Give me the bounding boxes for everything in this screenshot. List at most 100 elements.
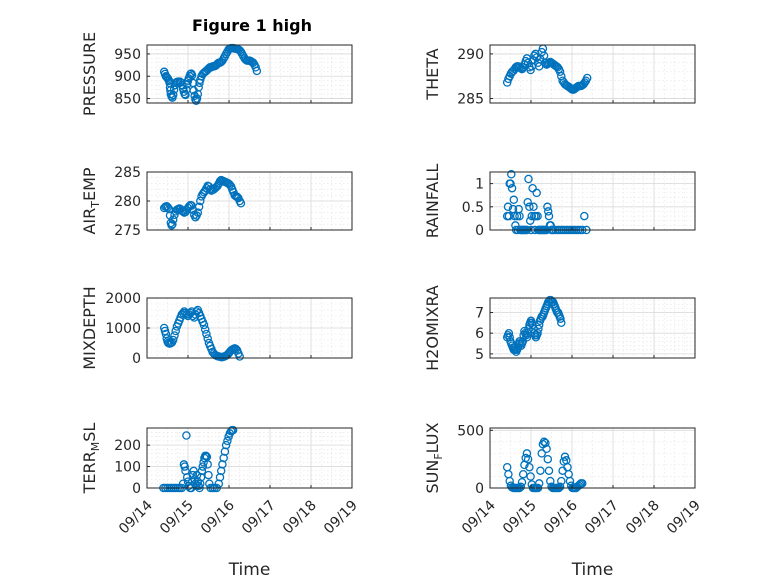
data-point <box>182 431 191 440</box>
data-point <box>522 54 532 63</box>
y-tick-label: 0 <box>132 351 141 367</box>
panel-mixdepth: 0 1000 2000 MIXDEPTH <box>80 286 353 370</box>
data-point <box>544 466 554 475</box>
data-point <box>203 460 212 469</box>
data-point <box>505 333 514 342</box>
y-tick-label: 500 <box>457 423 484 439</box>
data-point <box>555 67 565 77</box>
y-tick-label: 200 <box>114 438 141 454</box>
data-point <box>507 183 517 193</box>
data-point <box>248 58 258 68</box>
data-point <box>526 472 535 481</box>
data-point <box>171 326 180 336</box>
y-tick-label: 285 <box>457 92 484 108</box>
data-point <box>168 219 177 229</box>
x-axis-label: Time <box>228 560 271 580</box>
y-tick-label: 6 <box>475 326 484 342</box>
panel-rainfall: 0 0.5 1 RAINFALL <box>423 164 696 239</box>
data-point <box>201 451 211 461</box>
data-point <box>544 211 554 221</box>
data-point <box>192 94 202 103</box>
y-tick-label: 1 <box>475 177 484 193</box>
x-axis-7: 09/14 09/15 09/16 09/17 09/18 09/19 Time <box>459 497 704 580</box>
data-point <box>543 207 553 216</box>
data-point <box>523 454 533 464</box>
data-point <box>530 51 539 60</box>
data-point <box>504 211 514 221</box>
data-point <box>197 466 207 476</box>
data-point <box>198 462 208 471</box>
data-point <box>168 215 178 224</box>
plot-area <box>146 427 353 489</box>
data-point <box>199 320 209 330</box>
data-point <box>504 328 514 338</box>
data-point <box>168 335 178 345</box>
data-point <box>516 482 526 492</box>
data-point <box>517 477 527 487</box>
x-tick-label: 09/15 <box>157 498 197 538</box>
data-point <box>543 202 552 212</box>
data-point <box>537 449 546 458</box>
data-point <box>204 470 213 480</box>
data-point <box>510 211 519 221</box>
x-tick-label: 09/16 <box>198 497 238 537</box>
y-tick-label: 2000 <box>105 291 141 307</box>
data-point <box>221 440 231 450</box>
x-tick-label: 09/14 <box>459 497 499 537</box>
data-point <box>533 211 542 221</box>
axes-frame <box>146 427 353 489</box>
data-point <box>509 195 519 205</box>
panel-air-temp: 275 280 285 AIRTEMP <box>80 165 353 239</box>
y-axis-label: AIRTEMP <box>80 167 102 234</box>
y-axis-label: RAINFALL <box>423 164 442 239</box>
data-point <box>524 174 533 184</box>
data-point <box>546 221 555 230</box>
y-tick-label: 290 <box>457 47 484 63</box>
y-tick-label: 285 <box>114 165 141 181</box>
data-point <box>203 334 212 343</box>
y-tick-label: 5 <box>475 347 484 363</box>
data-point <box>533 328 542 338</box>
data-point <box>503 202 513 212</box>
data-point <box>556 314 565 323</box>
x-tick-label: 09/18 <box>280 498 320 538</box>
data-point <box>543 454 553 464</box>
data-point <box>223 436 232 446</box>
panel-terr-msl: 0 100 200 TERRMSL <box>80 423 353 497</box>
data-point <box>168 90 178 100</box>
y-tick-label: 0 <box>132 481 141 497</box>
y-tick-label: 275 <box>114 223 141 239</box>
data-point <box>180 462 189 471</box>
y-axis-label: TERRMSL <box>80 423 102 495</box>
data-point <box>507 170 516 179</box>
x-tick-label: 09/14 <box>116 497 156 537</box>
data-point <box>580 78 589 87</box>
data-point <box>196 479 205 488</box>
data-point <box>525 462 534 472</box>
data-point <box>542 444 551 454</box>
data-point <box>511 221 520 230</box>
panel-sun-flux: 0 500 SUNFLUX <box>423 422 696 497</box>
y-tick-label: 100 <box>114 460 141 476</box>
data-point <box>236 199 246 208</box>
data-point <box>194 202 204 212</box>
axes-frame <box>489 44 696 104</box>
x-tick-label: 09/19 <box>321 498 361 538</box>
data-point <box>522 449 532 458</box>
data-point <box>225 180 235 190</box>
data-point <box>523 197 532 207</box>
data-point <box>202 329 211 339</box>
data-point <box>188 470 198 480</box>
x-axis-6: 09/14 09/15 09/16 09/17 09/18 09/19 Time <box>116 497 361 580</box>
data-point <box>251 63 260 72</box>
data-point <box>534 324 543 334</box>
y-axis-label: THETA <box>423 48 442 100</box>
data-point <box>553 63 562 72</box>
data-point <box>170 331 179 340</box>
data-point <box>532 188 541 198</box>
data-point <box>580 211 589 221</box>
data-point <box>182 473 192 482</box>
y-tick-label: 280 <box>114 194 141 210</box>
panel-h2omixra: 5 6 7 H2OMIXRA <box>423 285 696 371</box>
